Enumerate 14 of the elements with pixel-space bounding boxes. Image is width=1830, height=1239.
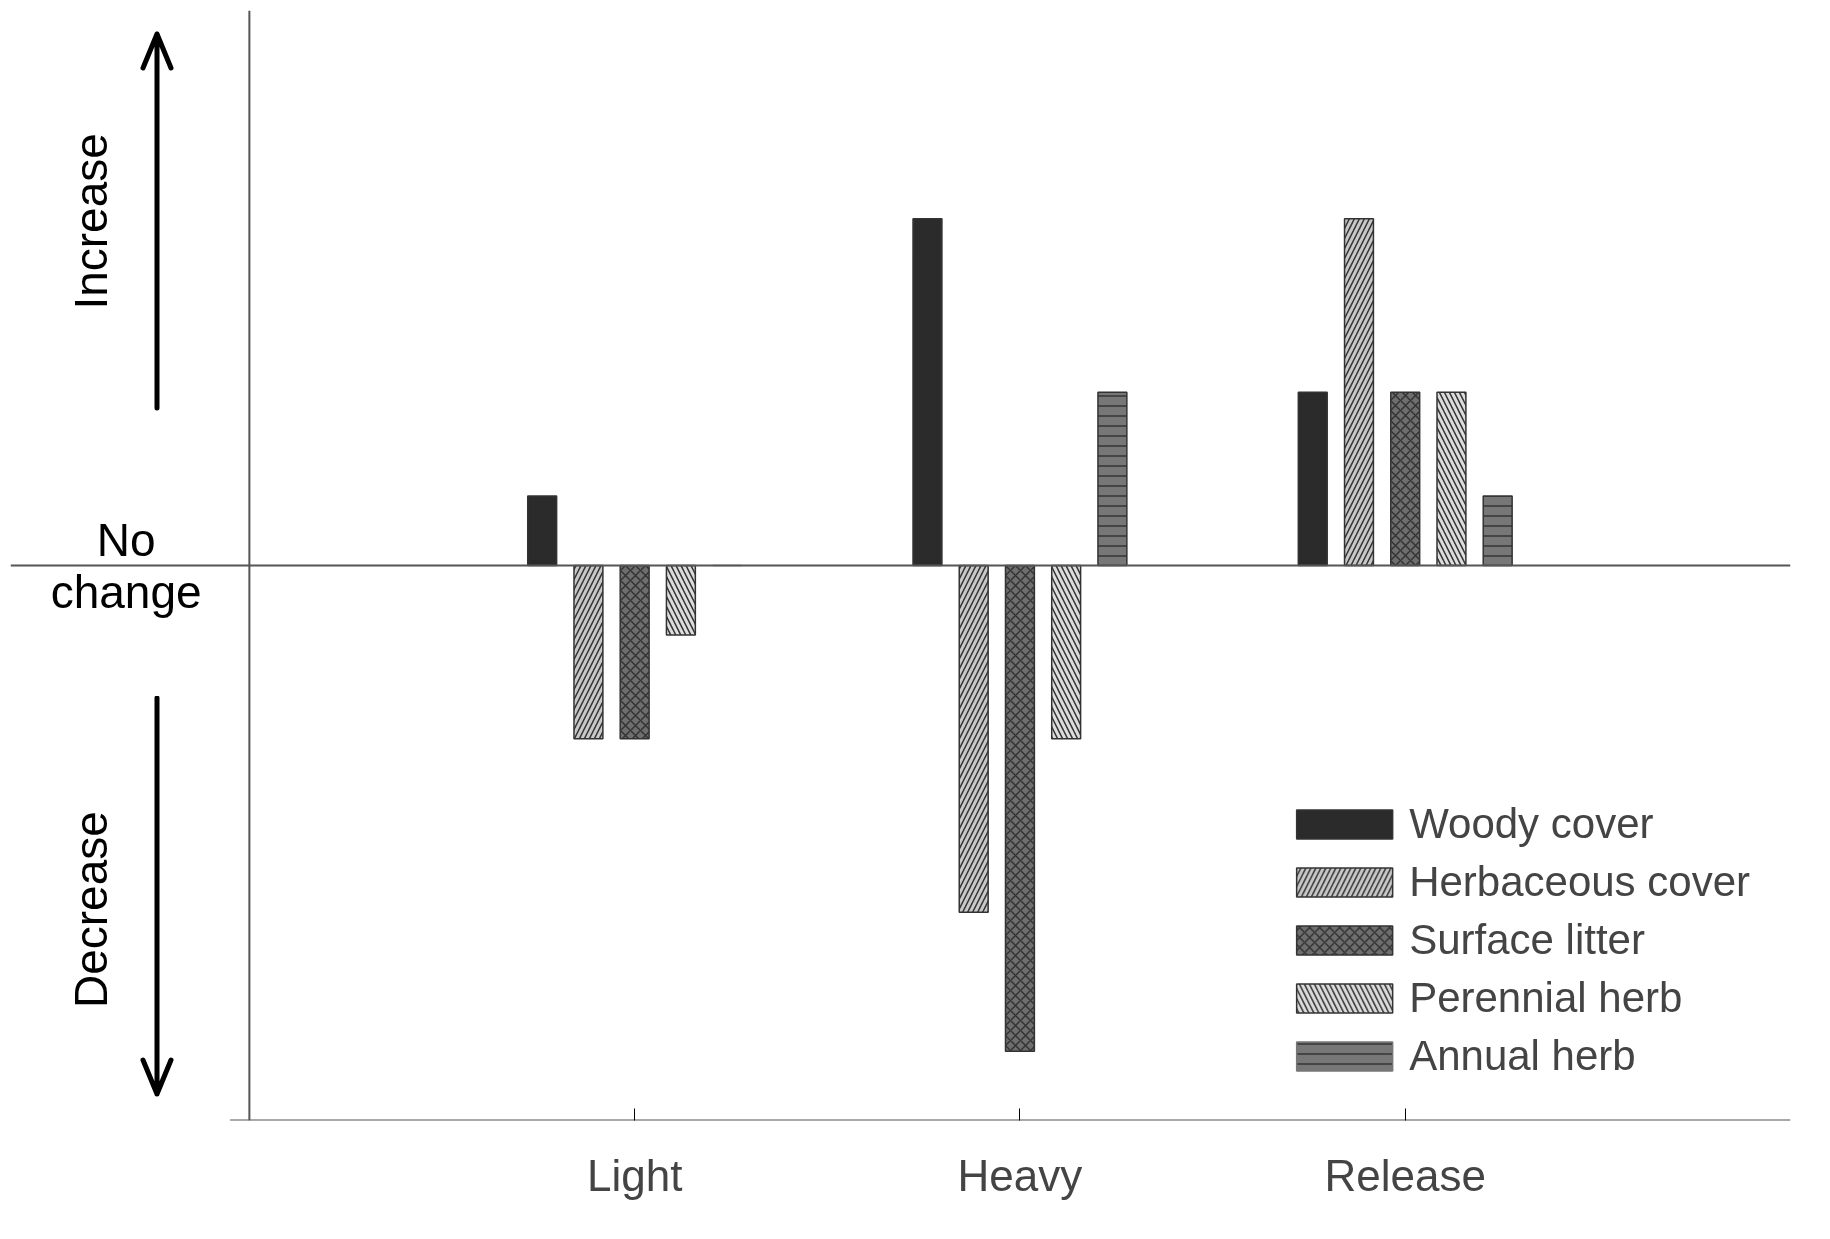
- legend-label: Perennial herb: [1409, 974, 1683, 1022]
- bar: [526, 495, 558, 567]
- legend-label: Annual herb: [1409, 1032, 1636, 1080]
- x-tick-label: Heavy: [957, 1150, 1083, 1200]
- legend-label: Woody cover: [1409, 800, 1654, 848]
- bar: [912, 218, 943, 567]
- bar: [1297, 391, 1328, 567]
- x-tick-label: Light: [586, 1150, 683, 1200]
- legend-label: Herbaceous cover: [1409, 858, 1750, 906]
- text: Increase: [65, 133, 118, 310]
- legend-label: Surface litter: [1409, 916, 1645, 964]
- text: No change: [50, 513, 202, 618]
- text: Decrease: [65, 811, 118, 1009]
- x-tick-label: Release: [1324, 1150, 1486, 1200]
